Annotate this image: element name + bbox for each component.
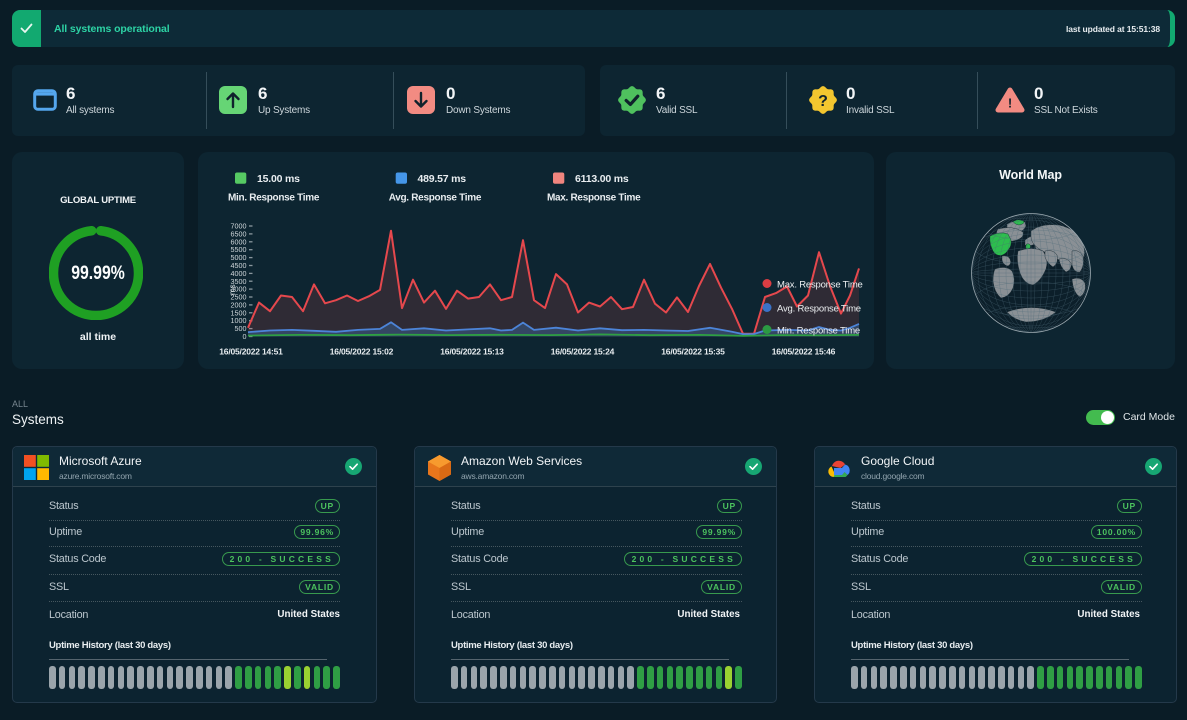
svg-text:15.00 ms: 15.00 ms xyxy=(257,173,300,185)
svg-text:6113.00 ms: 6113.00 ms xyxy=(575,173,629,185)
svg-text:5000: 5000 xyxy=(231,253,247,262)
svg-text:6000: 6000 xyxy=(231,237,247,246)
svg-text:3000: 3000 xyxy=(231,285,247,294)
svg-text:6500: 6500 xyxy=(231,229,247,238)
svg-text:2500: 2500 xyxy=(231,293,247,302)
svg-text:4000: 4000 xyxy=(231,269,247,278)
svg-text:16/05/2022 15:02: 16/05/2022 15:02 xyxy=(330,347,394,357)
svg-text:1000: 1000 xyxy=(231,316,247,325)
svg-text:0: 0 xyxy=(243,332,247,341)
svg-text:4500: 4500 xyxy=(231,261,247,270)
svg-text:7000: 7000 xyxy=(231,222,247,231)
svg-text:?: ? xyxy=(818,93,828,110)
svg-text:Min. Response Time: Min. Response Time xyxy=(228,193,320,204)
svg-text:!: ! xyxy=(1008,96,1012,111)
svg-text:500: 500 xyxy=(235,324,247,333)
svg-text:ms: ms xyxy=(228,284,237,295)
svg-text:Avg. Response Time: Avg. Response Time xyxy=(777,304,861,315)
svg-text:Min. Response Time: Min. Response Time xyxy=(777,326,860,337)
svg-text:Max. Response Time: Max. Response Time xyxy=(547,193,641,204)
svg-text:Avg. Response Time: Avg. Response Time xyxy=(389,193,482,204)
svg-text:5500: 5500 xyxy=(231,245,247,254)
svg-text:16/05/2022 15:24: 16/05/2022 15:24 xyxy=(551,347,615,357)
svg-text:16/05/2022 14:51: 16/05/2022 14:51 xyxy=(219,347,283,357)
svg-text:3500: 3500 xyxy=(231,277,247,286)
svg-text:Max. Response Time: Max. Response Time xyxy=(777,280,863,291)
svg-text:16/05/2022 15:13: 16/05/2022 15:13 xyxy=(440,347,504,357)
svg-text:16/05/2022 15:46: 16/05/2022 15:46 xyxy=(772,347,836,357)
svg-text:1500: 1500 xyxy=(231,308,247,317)
svg-text:489.57 ms: 489.57 ms xyxy=(418,173,467,185)
svg-text:16/05/2022 15:35: 16/05/2022 15:35 xyxy=(661,347,725,357)
svg-text:2000: 2000 xyxy=(231,300,247,309)
